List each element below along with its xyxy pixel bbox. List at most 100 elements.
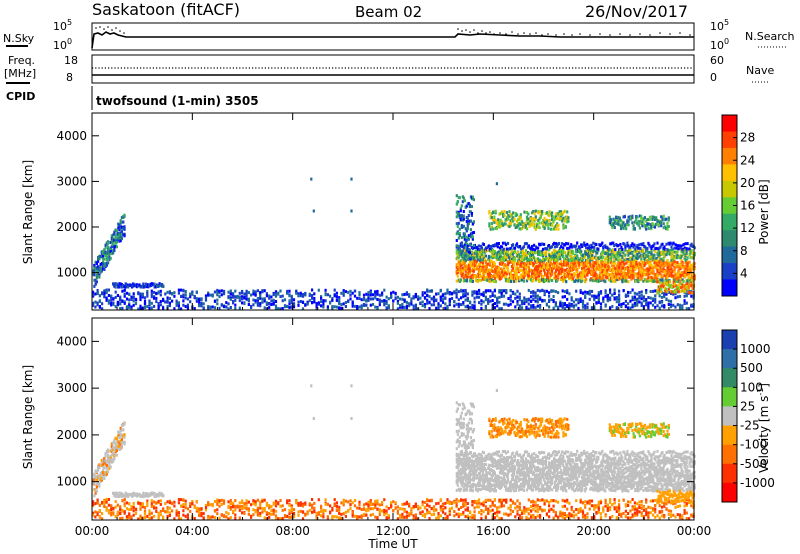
- velocity-cell: [114, 515, 117, 518]
- power-cell: [519, 254, 523, 258]
- power-cell: [586, 248, 589, 252]
- power-cell: [120, 230, 123, 234]
- power-cell: [186, 306, 189, 310]
- velocity-cell: [92, 503, 95, 506]
- power-cell: [570, 304, 573, 308]
- power-cell: [541, 210, 544, 214]
- power-cell: [487, 302, 490, 305]
- power-cell: [666, 276, 669, 280]
- velocity-cell: [101, 500, 104, 504]
- power-cell: [241, 301, 244, 305]
- power-cell: [541, 221, 544, 225]
- power-cell: [638, 274, 641, 278]
- power-cell: [560, 277, 563, 281]
- power-cell: [662, 250, 665, 254]
- power-cell: [469, 257, 472, 261]
- power-cell: [479, 244, 482, 248]
- power-cell: [414, 303, 417, 307]
- power-cell: [682, 284, 685, 288]
- power-cell: [640, 293, 643, 297]
- power-cell: [599, 275, 602, 279]
- power-cell: [93, 263, 96, 267]
- velocity-cell: [153, 504, 156, 508]
- power-cell: [123, 232, 126, 236]
- power-cell: [633, 227, 636, 231]
- power-cell: [121, 289, 124, 293]
- power-cell: [536, 260, 539, 264]
- velocity-cell: [119, 517, 122, 520]
- power-cell: [616, 219, 619, 223]
- power-cell: [539, 297, 542, 301]
- power-cell: [652, 225, 655, 229]
- power-cell: [542, 266, 545, 270]
- power-cell: [519, 213, 522, 217]
- power-cell: [272, 293, 275, 297]
- power-cell: [477, 244, 480, 248]
- power-cell: [157, 302, 160, 305]
- power-cell: [625, 223, 628, 227]
- power-cell: [602, 298, 605, 302]
- power-cell: [673, 270, 676, 273]
- power-cell: [656, 288, 659, 292]
- power-cell: [317, 288, 320, 292]
- power-cell: [474, 261, 477, 265]
- power-cell: [667, 303, 670, 306]
- power-cell: [661, 242, 664, 246]
- power-cell: [349, 297, 352, 301]
- power-cell: [627, 273, 630, 277]
- power-cell: [593, 278, 596, 282]
- power-cell: [97, 256, 100, 260]
- power-cell: [541, 298, 544, 302]
- power-cell: [200, 301, 203, 305]
- power-cell: [105, 252, 108, 255]
- power-cell: [125, 283, 129, 287]
- power-cell: [648, 251, 651, 254]
- power-cell: [645, 300, 648, 304]
- power-cell: [617, 269, 620, 273]
- power-cell: [232, 292, 235, 296]
- power-cell: [527, 221, 530, 225]
- power-cell: [367, 298, 370, 302]
- power-cell: [367, 291, 370, 295]
- power-cell: [690, 303, 693, 307]
- power-cell: [137, 284, 140, 288]
- power-cell: [581, 245, 584, 248]
- power-cell: [589, 262, 592, 266]
- power-cell: [338, 298, 341, 302]
- power-cell: [350, 209, 353, 213]
- power-cell: [320, 296, 323, 300]
- power-cell: [520, 299, 524, 303]
- power-cell: [662, 258, 665, 262]
- power-cell: [667, 287, 670, 291]
- power-cell: [622, 302, 625, 306]
- power-cell: [614, 267, 617, 271]
- power-cell: [518, 298, 521, 302]
- power-cell: [113, 232, 116, 236]
- power-cell: [320, 300, 323, 304]
- power-cell: [125, 305, 129, 309]
- power-cell: [652, 266, 655, 270]
- power-cell: [414, 295, 417, 299]
- power-cell: [103, 292, 106, 296]
- power-cell: [229, 297, 232, 301]
- power-cell: [538, 274, 541, 278]
- power-cell: [687, 272, 690, 275]
- power-cell: [331, 305, 334, 309]
- power-cell: [685, 301, 688, 305]
- power-cell: [480, 302, 483, 306]
- power-cell: [673, 282, 677, 286]
- power-cell: [674, 243, 677, 247]
- power-cell: [654, 298, 657, 301]
- power-cell: [626, 260, 629, 263]
- power-cell: [494, 269, 497, 273]
- power-cell: [463, 199, 466, 203]
- velocity-cell: [139, 514, 142, 518]
- power-cell: [542, 276, 545, 280]
- power-cell: [101, 291, 104, 295]
- power-cell: [584, 261, 587, 265]
- power-cell: [417, 295, 420, 299]
- power-cell: [112, 233, 115, 237]
- power-cell: [680, 244, 683, 248]
- power-cell: [515, 213, 519, 217]
- power-cell: [523, 299, 526, 303]
